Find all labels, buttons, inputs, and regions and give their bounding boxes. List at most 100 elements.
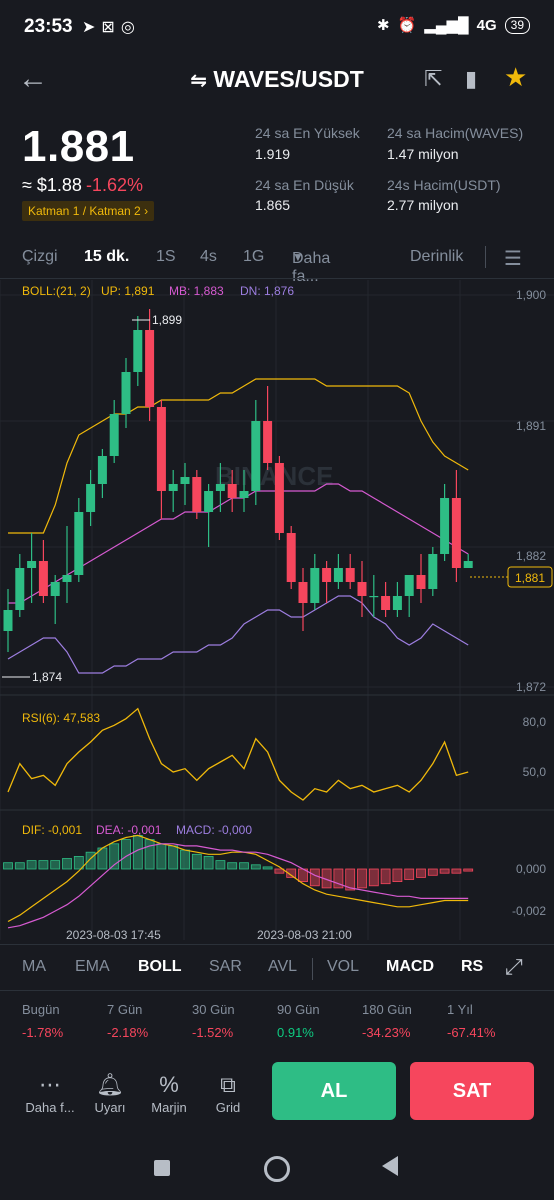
macd-bar xyxy=(156,843,167,870)
macd-bar xyxy=(333,868,344,889)
vol-waves-label: 24 sa Hacim(WAVES) xyxy=(387,125,524,141)
tab-4h[interactable]: 4s xyxy=(200,248,217,265)
high-marker: 1,899 xyxy=(152,313,182,327)
perf-value: 0.91% xyxy=(277,1025,314,1040)
perf-value: -2.18% xyxy=(107,1025,149,1040)
macd-bar xyxy=(427,868,438,876)
margin-label: Marjin xyxy=(151,1100,187,1115)
chart-grid xyxy=(0,280,554,940)
swap-icon: ⇋ xyxy=(190,70,207,92)
tab-avl[interactable]: AVL xyxy=(268,958,298,975)
macd-bar xyxy=(73,856,84,870)
candle-body xyxy=(440,498,450,554)
boll-up-line xyxy=(8,378,469,534)
back-nav-icon[interactable] xyxy=(382,1156,398,1176)
candle-body xyxy=(298,582,308,603)
telegram-icon: ➤ xyxy=(82,19,102,36)
rsi-tick: 50,0 xyxy=(523,765,547,779)
alert-button[interactable]: 🔔︎ Uyarı xyxy=(80,1072,140,1115)
interval-tabs: Çizgi 15 dk. 1S 4s 1G Daha fa... ▼ Derin… xyxy=(0,246,554,285)
macd-dea-line xyxy=(7,843,469,929)
instagram-icon: ◎ xyxy=(120,19,141,36)
tab-sar[interactable]: SAR xyxy=(209,958,242,975)
boll-up-label: UP: 1,891 xyxy=(101,284,155,298)
alarm-off-icon: ⏰ xyxy=(397,17,417,34)
candle-body xyxy=(62,575,72,582)
tab-macd[interactable]: MACD xyxy=(386,958,434,975)
candle-body xyxy=(251,421,261,491)
top-header: ← ⇋ WAVES/USDT ⇱ ▮ ★ xyxy=(0,60,554,100)
margin-button[interactable]: % Marjin xyxy=(139,1072,199,1115)
last-price-tag-box xyxy=(507,566,553,588)
more-button[interactable]: ⋯ Daha f... xyxy=(20,1072,80,1115)
tab-ema[interactable]: EMA xyxy=(75,958,110,975)
macd-bar xyxy=(239,862,249,870)
grid-chart-icon: ⧉ xyxy=(220,1072,236,1097)
macd-dif-line xyxy=(7,834,469,923)
tab-rsi[interactable]: RS xyxy=(461,958,483,975)
candle-body xyxy=(27,561,37,568)
layer-badge[interactable]: Katman 1 / Katman 2 › xyxy=(22,201,155,221)
sell-button[interactable]: SAT xyxy=(410,1062,534,1120)
favorite-star-icon[interactable]: ★ xyxy=(504,62,528,92)
rsi-line xyxy=(7,707,469,801)
candle-body xyxy=(310,568,320,603)
buy-button[interactable]: AL xyxy=(272,1062,396,1120)
kline-chart[interactable]: BINANCE BOLL:(21, 2) UP: 1,891 MB: 1,883… xyxy=(0,280,554,948)
candle-body xyxy=(192,477,202,512)
time-label: 2023-08-03 21:00 xyxy=(257,928,352,942)
tab-line[interactable]: Çizgi xyxy=(22,248,58,265)
boll-label: BOLL:(21, 2) xyxy=(22,284,91,298)
macd-bar xyxy=(26,860,37,870)
percent-icon: % xyxy=(159,1072,179,1097)
tab-vol[interactable]: VOL xyxy=(327,958,360,975)
perf-label: 180 Gün xyxy=(362,1002,412,1017)
tab-more-label: Daha fa... xyxy=(292,250,331,285)
tab-ma[interactable]: MA xyxy=(22,958,46,975)
macd-bar xyxy=(345,868,356,891)
candle-body xyxy=(381,596,391,610)
grid-button[interactable]: ⧉ Grid xyxy=(198,1072,258,1115)
candle-body xyxy=(109,414,119,456)
tab-1h[interactable]: 1S xyxy=(156,248,176,265)
back-arrow-icon[interactable]: ← xyxy=(18,62,48,95)
book-icon[interactable]: ▮ xyxy=(465,66,478,91)
macd-bar xyxy=(368,868,379,887)
candle-body xyxy=(345,568,355,582)
alert-label: Uyarı xyxy=(94,1100,126,1115)
more-label: Daha f... xyxy=(25,1100,75,1115)
fullscreen-icon[interactable]: ⤢ xyxy=(505,954,523,979)
low-value: 1.865 xyxy=(255,197,291,213)
macd-tick: -0,002 xyxy=(512,904,546,918)
candle-body xyxy=(357,582,367,596)
tab-15m[interactable]: 15 dk. xyxy=(84,248,130,265)
price-tick: 1,872 xyxy=(516,680,546,694)
price-tick: 1,891 xyxy=(516,419,546,433)
tab-1d[interactable]: 1G xyxy=(243,248,265,265)
macd-bar xyxy=(463,868,474,872)
app-icon: ⊠ xyxy=(101,19,121,36)
pair-title[interactable]: ⇋ WAVES/USDT xyxy=(0,66,554,93)
tab-depth[interactable]: Derinlik xyxy=(410,248,464,265)
perf-value: -34.23% xyxy=(362,1025,411,1040)
macd-bar xyxy=(357,868,367,889)
macd-bar xyxy=(191,853,202,870)
candle-body xyxy=(133,330,143,372)
boll-dn-line xyxy=(7,595,469,674)
recents-icon[interactable] xyxy=(154,1160,170,1176)
macd-histogram xyxy=(3,834,474,929)
boll-mb-label: MB: 1,883 xyxy=(169,284,224,298)
signal-icon: ▂▄▆█ xyxy=(424,17,469,34)
candle-body xyxy=(322,568,332,582)
boll-lines xyxy=(7,378,469,674)
tab-boll[interactable]: BOLL xyxy=(138,958,182,975)
candle-body xyxy=(204,491,214,512)
share-icon[interactable]: ⇱ xyxy=(424,66,443,91)
macd-bar xyxy=(85,851,96,870)
chart-settings-icon[interactable]: ☰ xyxy=(504,248,522,270)
change-percent: -1.62% xyxy=(85,175,143,195)
home-icon[interactable] xyxy=(264,1156,290,1182)
macd-bar xyxy=(380,868,391,885)
chevron-right-icon: › xyxy=(144,204,149,218)
vol-usdt-label: 24s Hacim(USDT) xyxy=(387,177,501,193)
